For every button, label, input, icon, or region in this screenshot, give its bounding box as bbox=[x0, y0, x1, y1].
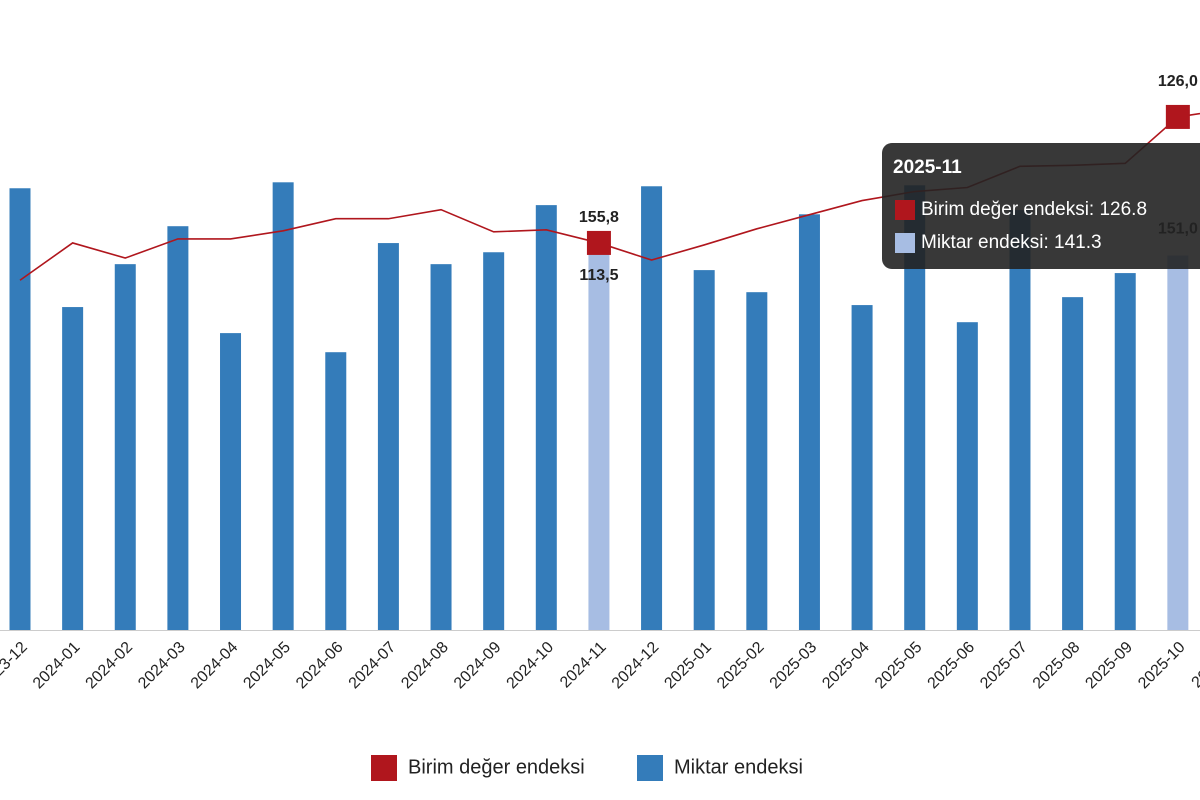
x-tick-label: 2025-03 bbox=[767, 639, 821, 693]
x-tick-label: 2024-05 bbox=[240, 639, 294, 693]
x-tick-label: 2025-01 bbox=[661, 639, 715, 693]
x-tick-label: 2025-11 bbox=[1189, 639, 1200, 692]
x-tick-label: 2024-11 bbox=[557, 639, 610, 692]
bar bbox=[430, 264, 452, 630]
bar bbox=[1062, 297, 1084, 630]
bar bbox=[641, 186, 663, 630]
bar bbox=[535, 205, 557, 630]
tooltip-line: Miktar endeksi: 141.3 bbox=[921, 232, 1102, 253]
x-tick-label: 2025-04 bbox=[819, 639, 873, 693]
legend-label: Miktar endeksi bbox=[674, 756, 803, 778]
line-marker bbox=[1165, 104, 1190, 129]
bar bbox=[1167, 255, 1189, 630]
bar bbox=[220, 333, 242, 630]
x-tick-label: 2025-08 bbox=[1030, 639, 1084, 693]
legend-swatch bbox=[637, 755, 663, 781]
x-tick-label: 2025-05 bbox=[872, 639, 926, 693]
x-tick-label: 2024-01 bbox=[30, 639, 84, 693]
bar bbox=[325, 352, 347, 630]
x-tick-label: 2024-07 bbox=[346, 639, 400, 693]
bar bbox=[798, 214, 820, 631]
x-tick-label: 2024-10 bbox=[504, 639, 558, 693]
x-tick-label: 2025-10 bbox=[1135, 639, 1189, 693]
x-tick-label: 2024-06 bbox=[293, 639, 347, 693]
bar bbox=[167, 226, 189, 631]
x-tick-label: 2024-03 bbox=[135, 639, 189, 693]
tooltip: 2025-11 Birim değer endeksi: 126.8 Miktar … bbox=[882, 143, 1200, 269]
tooltip-swatch bbox=[895, 233, 915, 253]
bar bbox=[693, 270, 715, 630]
x-tick-label: 2025-07 bbox=[977, 639, 1031, 693]
x-tick-label: 2025-09 bbox=[1083, 639, 1137, 693]
bar bbox=[377, 243, 399, 630]
bar bbox=[114, 264, 136, 630]
bar bbox=[9, 188, 31, 630]
bar bbox=[1114, 273, 1136, 630]
x-tick-label: 2024-09 bbox=[451, 639, 505, 693]
legend-label: Birim değer endeksi bbox=[408, 756, 585, 778]
bar bbox=[483, 252, 505, 630]
bar bbox=[1009, 210, 1031, 630]
x-tick-label: 2024-02 bbox=[83, 639, 137, 693]
bar bbox=[588, 243, 610, 630]
bar bbox=[956, 322, 978, 630]
x-tick-label: 2024-04 bbox=[188, 639, 242, 693]
data-label: 126,0 bbox=[1158, 73, 1198, 90]
legend: Birim değer endeksi Miktar endeksi bbox=[371, 755, 803, 781]
tooltip-line: Birim değer endeksi: 126.8 bbox=[921, 199, 1147, 220]
tooltip-title: 2025-11 bbox=[893, 157, 962, 178]
bar bbox=[62, 307, 84, 630]
x-tick-label: 2025-06 bbox=[925, 639, 979, 693]
x-tick-label: 2025-02 bbox=[714, 639, 768, 693]
x-tick-label: 2024-12 bbox=[609, 639, 663, 693]
x-tick-label: 2024-08 bbox=[398, 639, 452, 693]
tooltip-box bbox=[882, 143, 1200, 269]
line-marker bbox=[586, 230, 611, 255]
bar bbox=[272, 182, 294, 630]
bar bbox=[904, 185, 926, 630]
data-label: 113,5 bbox=[579, 267, 618, 284]
tooltip-swatch bbox=[895, 200, 915, 220]
bar bbox=[746, 292, 768, 630]
data-label: 155,8 bbox=[579, 209, 619, 226]
legend-swatch bbox=[371, 755, 397, 781]
bar bbox=[851, 305, 873, 630]
x-tick-label: 2023-12 bbox=[0, 639, 31, 693]
